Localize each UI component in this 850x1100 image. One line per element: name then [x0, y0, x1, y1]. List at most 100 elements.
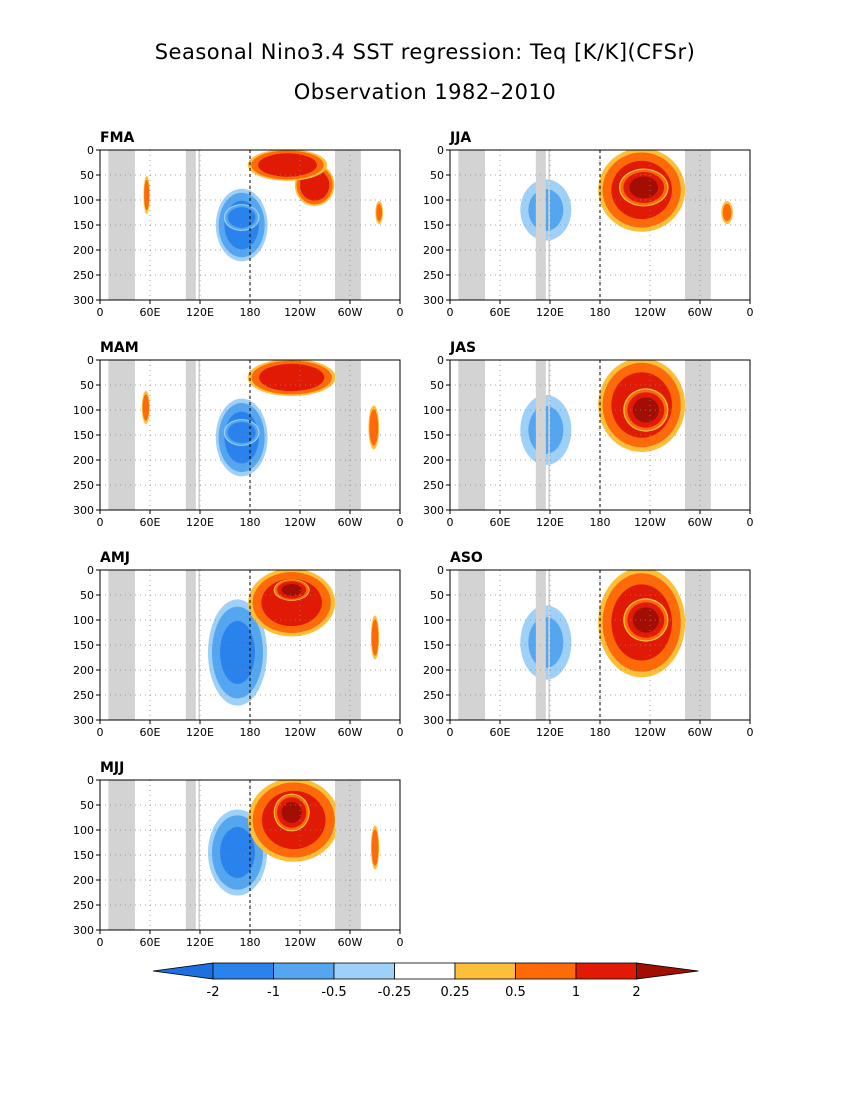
panel-plot-area — [450, 150, 750, 300]
x-tick-label: 120E — [536, 726, 564, 739]
chart-subtitle: Observation 1982–2010 — [293, 80, 557, 104]
y-tick-label: 200 — [423, 244, 444, 257]
land-mask — [548, 570, 550, 720]
y-tick-label: 50 — [430, 379, 444, 392]
colorbar-segment — [273, 962, 335, 980]
panel-jas: JAS 0 60E 120E 180 120W 60W 0 0 50 100 150 200 250 300 — [423, 340, 754, 529]
y-tick-label: 0 — [87, 144, 94, 157]
y-tick-label: 100 — [73, 194, 94, 207]
x-tick-label: 120W — [284, 726, 316, 739]
y-tick-label: 50 — [430, 589, 444, 602]
y-tick-label: 250 — [73, 479, 94, 492]
data-contour — [227, 207, 256, 228]
x-tick-label: 0 — [447, 726, 454, 739]
y-tick-label: 300 — [423, 504, 444, 517]
colorbar-label: -2 — [207, 985, 220, 1000]
y-tick-label: 200 — [423, 454, 444, 467]
colorbar-segment — [212, 962, 274, 980]
panel-mam: MAM 0 60E 120E 180 120W 60W 0 0 50 100 150 200 250 300 — [73, 340, 404, 529]
panel-plot-area — [100, 780, 400, 930]
data-contour — [376, 203, 383, 222]
panel-aso: ASO 0 60E 120E 180 120W 60W 0 0 50 100 150 200 250 300 — [423, 550, 754, 739]
x-tick-label: 120E — [536, 516, 564, 529]
data-contour — [258, 153, 317, 177]
x-tick-label: 60E — [140, 516, 161, 529]
y-tick-label: 0 — [437, 564, 444, 577]
x-tick-label: 0 — [397, 726, 404, 739]
colorbar-segment — [454, 962, 516, 980]
x-tick-label: 60E — [490, 516, 511, 529]
x-tick-label: 60W — [338, 306, 363, 319]
land-mask — [548, 150, 550, 300]
y-tick-label: 150 — [423, 639, 444, 652]
x-tick-label: 60W — [338, 936, 363, 949]
land-mask — [198, 780, 200, 930]
y-tick-label: 250 — [423, 269, 444, 282]
x-tick-label: 60W — [688, 516, 713, 529]
x-tick-label: 180 — [590, 516, 611, 529]
y-tick-label: 250 — [73, 269, 94, 282]
y-tick-label: 100 — [423, 194, 444, 207]
panel-label: AMJ — [100, 550, 130, 566]
x-tick-label: 0 — [97, 726, 104, 739]
x-tick-label: 60W — [338, 516, 363, 529]
panel-label: MJJ — [100, 760, 124, 776]
data-contour — [281, 802, 302, 823]
y-tick-label: 50 — [80, 169, 94, 182]
y-tick-label: 50 — [80, 589, 94, 602]
colorbar-segment — [333, 962, 395, 980]
x-tick-label: 0 — [397, 306, 404, 319]
chart-title: Seasonal Nino3.4 SST regression: Teq [K/… — [154, 40, 696, 64]
y-tick-label: 0 — [437, 144, 444, 157]
data-contour — [629, 176, 659, 199]
x-tick-label: 60W — [338, 726, 363, 739]
colorbar: -2 -1 -0.5 -0.25 0.25 0.5 1 2 — [152, 962, 699, 1000]
y-tick-label: 50 — [80, 379, 94, 392]
panel-label: JJA — [449, 130, 471, 146]
panel-amj: AMJ 0 60E 120E 180 120W 60W 0 0 50 100 150 200 250 300 — [73, 550, 404, 739]
x-tick-label: 0 — [97, 516, 104, 529]
y-tick-label: 250 — [73, 899, 94, 912]
data-contour — [281, 584, 302, 596]
x-tick-label: 120E — [186, 306, 214, 319]
colorbar-segment — [394, 962, 456, 980]
y-tick-label: 100 — [423, 614, 444, 627]
panel-plot-area — [100, 360, 400, 510]
panel-plot-area — [450, 360, 750, 510]
y-tick-label: 200 — [73, 244, 94, 257]
x-tick-label: 120W — [284, 306, 316, 319]
panel-label: JAS — [449, 340, 476, 356]
y-tick-label: 50 — [80, 799, 94, 812]
y-tick-label: 50 — [430, 169, 444, 182]
data-contour — [142, 394, 149, 421]
panel-jja: JJA 0 60E 120E 180 120W 60W 0 0 50 100 150 200 250 300 — [423, 130, 754, 319]
x-tick-label: 120E — [186, 726, 214, 739]
y-tick-label: 300 — [73, 924, 94, 937]
panel-label: ASO — [450, 550, 483, 566]
x-tick-label: 120E — [536, 306, 564, 319]
land-mask — [335, 570, 361, 720]
x-tick-label: 0 — [747, 726, 754, 739]
data-contour — [371, 829, 379, 866]
colorbar-label: -0.25 — [378, 985, 412, 1000]
x-tick-label: 180 — [240, 306, 261, 319]
y-tick-label: 200 — [423, 664, 444, 677]
y-tick-label: 150 — [73, 639, 94, 652]
y-tick-label: 300 — [423, 714, 444, 727]
y-tick-label: 200 — [73, 664, 94, 677]
x-tick-label: 0 — [747, 516, 754, 529]
x-tick-label: 180 — [590, 726, 611, 739]
y-tick-label: 300 — [73, 294, 94, 307]
x-tick-label: 120W — [284, 516, 316, 529]
y-tick-label: 300 — [73, 504, 94, 517]
data-contour — [369, 409, 379, 446]
data-contour — [220, 827, 255, 878]
y-tick-label: 100 — [73, 404, 94, 417]
data-contour — [259, 363, 325, 392]
x-tick-label: 60E — [140, 306, 161, 319]
land-mask — [548, 360, 550, 510]
x-tick-label: 120W — [634, 306, 666, 319]
x-tick-label: 120W — [634, 726, 666, 739]
y-tick-label: 250 — [423, 689, 444, 702]
x-tick-label: 0 — [397, 936, 404, 949]
